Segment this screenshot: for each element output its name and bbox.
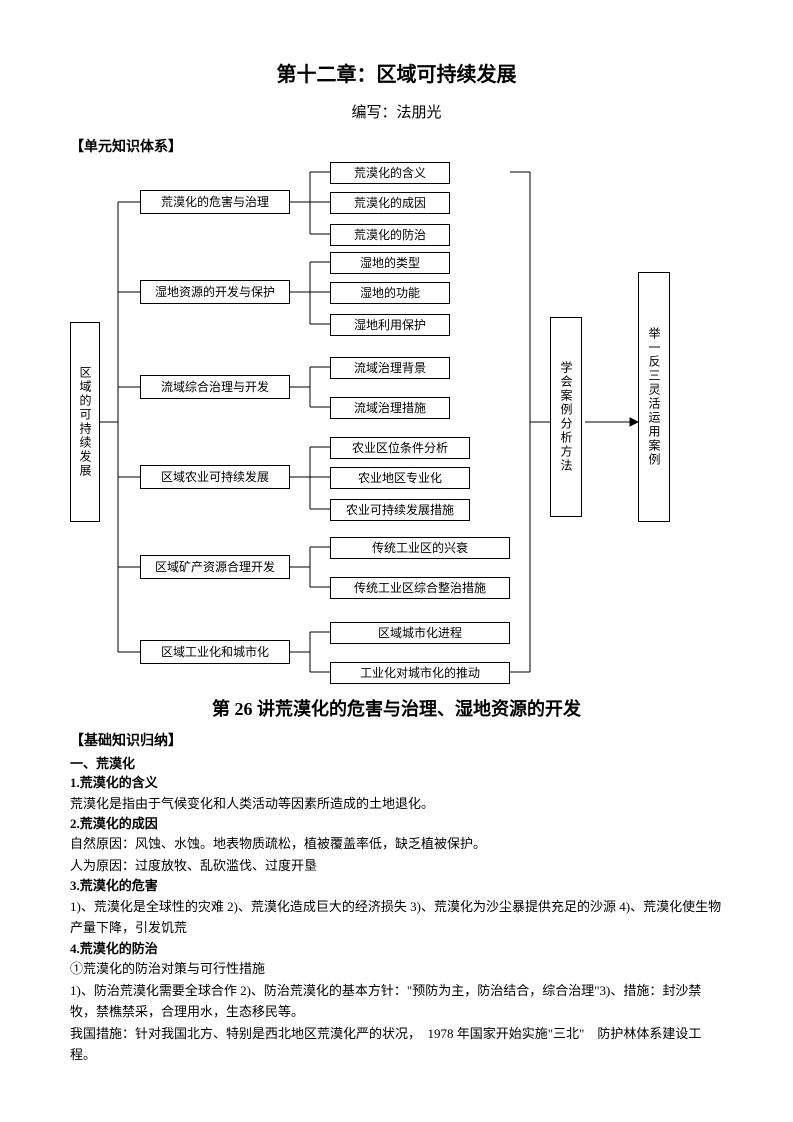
leaf-node: 农业区位条件分析 bbox=[330, 437, 470, 459]
root-node: 区域的可持续发展 bbox=[70, 322, 100, 522]
leaf-node: 流域治理措施 bbox=[330, 397, 450, 419]
s1-3-title: 3.荒漠化的危害 bbox=[70, 876, 723, 896]
leaf-node: 荒漠化的含义 bbox=[330, 162, 450, 184]
mid-node: 流域综合治理与开发 bbox=[140, 375, 290, 399]
leaf-node: 湿地的类型 bbox=[330, 252, 450, 274]
s1-4-title: 4.荒漠化的防治 bbox=[70, 939, 723, 959]
s1-1-body: 荒漠化是指由于气候变化和人类活动等因素所造成的土地退化。 bbox=[70, 793, 723, 814]
leaf-node: 农业地区专业化 bbox=[330, 467, 470, 489]
leaf-node: 湿地的功能 bbox=[330, 282, 450, 304]
unit-header: 【单元知识体系】 bbox=[70, 137, 723, 158]
s1-3-body: 1)、荒漠化是全球性的灾难 2)、荒漠化造成巨大的经济损失 3)、荒漠化为沙尘暴… bbox=[70, 896, 723, 939]
s1-1-title: 1.荒漠化的含义 bbox=[70, 773, 723, 793]
leaf-node: 荒漠化的成因 bbox=[330, 192, 450, 214]
s1-2-title: 2.荒漠化的成因 bbox=[70, 814, 723, 834]
leaf-node: 荒漠化的防治 bbox=[330, 224, 450, 246]
knowledge-diagram: 区域的可持续发展 荒漠化的危害与治理 湿地资源的开发与保护 流域综合治理与开发 … bbox=[70, 162, 723, 682]
leaf-node: 工业化对城市化的推动 bbox=[330, 662, 510, 684]
right-node-2: 举一反三灵活运用案例 bbox=[638, 272, 670, 522]
mid-node: 区域矿产资源合理开发 bbox=[140, 555, 290, 579]
s1-4-sub: ①荒漠化的防治对策与可行性措施 bbox=[70, 958, 723, 979]
mid-node: 区域工业化和城市化 bbox=[140, 640, 290, 664]
basics-header: 【基础知识归纳】 bbox=[70, 731, 723, 752]
right-node-1: 学会案例分析方法 bbox=[550, 317, 582, 517]
s1-4-body1: 1)、防治荒漠化需要全球合作 2)、防治荒漠化的基本方针："预防为主，防治结合，… bbox=[70, 980, 723, 1023]
lecture-title: 第 26 讲荒漠化的危害与治理、湿地资源的开发 bbox=[70, 696, 723, 723]
mid-node: 区域农业可持续发展 bbox=[140, 465, 290, 489]
s1-2-body1: 自然原因：风蚀、水蚀。地表物质疏松，植被覆盖率低，缺乏植被保护。 bbox=[70, 833, 723, 854]
leaf-node: 湿地利用保护 bbox=[330, 314, 450, 336]
mid-node: 湿地资源的开发与保护 bbox=[140, 280, 290, 304]
leaf-node: 农业可持续发展措施 bbox=[330, 499, 470, 521]
chapter-title: 第十二章：区域可持续发展 bbox=[70, 60, 723, 90]
mid-node: 荒漠化的危害与治理 bbox=[140, 190, 290, 214]
leaf-node: 流域治理背景 bbox=[330, 357, 450, 379]
leaf-node: 区域城市化进程 bbox=[330, 622, 510, 644]
s1-2-body2: 人为原因：过度放牧、乱砍滥伐、过度开垦 bbox=[70, 855, 723, 876]
section1-title: 一、荒漠化 bbox=[70, 754, 723, 774]
author-line: 编写：法朋光 bbox=[70, 102, 723, 125]
s1-4-body2: 我国措施：针对我国北方、特别是西北地区荒漠化严的状况， 1978 年国家开始实施… bbox=[70, 1023, 723, 1066]
leaf-node: 传统工业区综合整治措施 bbox=[330, 577, 510, 599]
leaf-node: 传统工业区的兴衰 bbox=[330, 537, 510, 559]
